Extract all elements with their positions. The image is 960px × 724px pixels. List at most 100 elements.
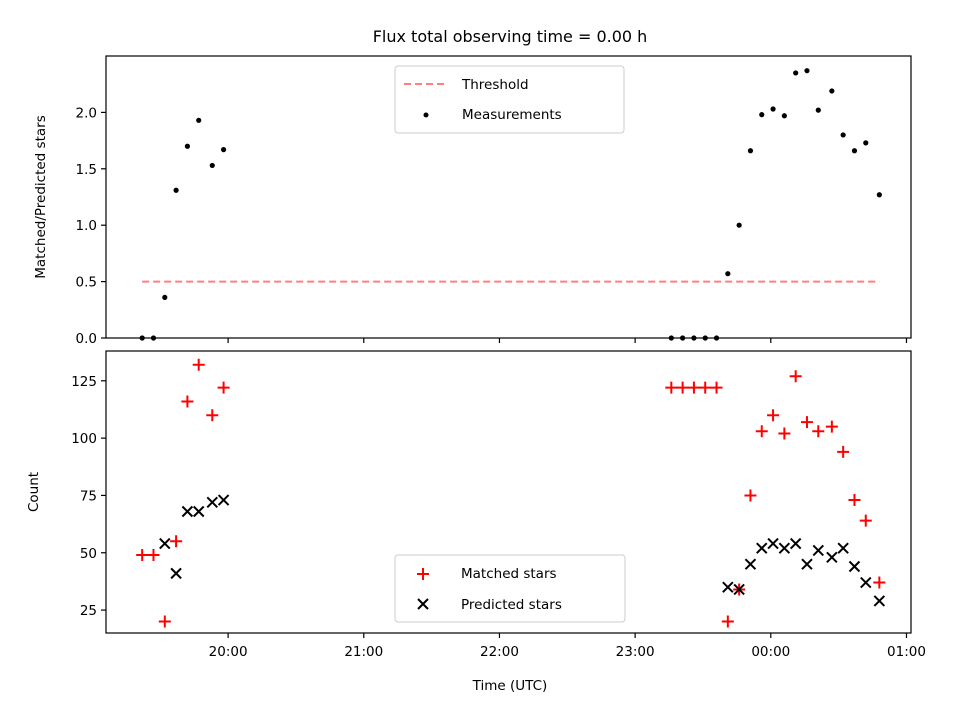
- measurement-point: [184, 143, 191, 149]
- count-y-tick-label: 100: [71, 431, 97, 447]
- x-tick-label: 01:00: [887, 644, 926, 660]
- predicted-star-point: [801, 558, 813, 570]
- measurement-point: [804, 68, 810, 74]
- matched-star-point: [181, 395, 194, 408]
- measurements-layer: [139, 68, 882, 341]
- matched-legend-marker: [417, 568, 429, 580]
- x-tick-label: 22:00: [480, 644, 519, 660]
- measurement-point: [196, 117, 202, 123]
- x-axis-label: Time (UTC): [472, 678, 548, 694]
- ratio-axes: 0.0 0.5 1.0 1.5 2.0: [76, 105, 908, 347]
- matched-star-point: [687, 381, 700, 394]
- matched-star-point: [170, 535, 183, 548]
- matched-star-point: [778, 427, 791, 440]
- predicted-star-point: [159, 537, 171, 550]
- threshold-legend-label: Threshold: [461, 77, 529, 93]
- measurement-point: [863, 140, 869, 146]
- matched-star-point: [800, 416, 813, 429]
- matched-star-point: [837, 445, 850, 458]
- measurements-legend-label: Measurements: [462, 107, 562, 123]
- matched-star-point: [767, 409, 780, 422]
- measurement-point: [781, 113, 787, 119]
- predicted-star-point: [193, 505, 205, 518]
- matched-star-point: [676, 381, 689, 394]
- measurement-point: [759, 112, 765, 118]
- predicted-star-point: [812, 544, 824, 557]
- matched-star-point: [192, 358, 205, 371]
- matched-star-point: [699, 381, 712, 394]
- ratio-y-tick-label: 1.5: [76, 162, 97, 178]
- predicted-star-point: [848, 560, 861, 573]
- x-tick-label: 20:00: [209, 644, 248, 660]
- measurement-point: [209, 162, 215, 169]
- matched-star-point: [665, 381, 678, 394]
- x-tick-label: 00:00: [751, 644, 790, 660]
- ratio-plot-frame: [105, 55, 912, 339]
- measurement-point: [725, 271, 731, 277]
- measurements-legend-marker: [423, 112, 429, 118]
- predicted-star-point: [217, 494, 230, 506]
- predicted-star-point: [744, 558, 757, 570]
- predicted-star-point: [756, 542, 768, 554]
- predicted-star-point: [206, 496, 218, 509]
- matched-star-point: [825, 420, 838, 433]
- matched-star-point: [859, 514, 872, 527]
- predicted-star-point: [722, 581, 734, 593]
- measurement-point: [736, 222, 742, 228]
- ratio-legend: Threshold Measurements: [394, 65, 625, 134]
- predicted-star-point: [170, 567, 182, 580]
- matched-star-point: [206, 409, 219, 422]
- count-y-tick-label: 50: [80, 546, 97, 562]
- x-tick-label: 23:00: [616, 644, 655, 660]
- measurement-point: [770, 106, 776, 112]
- measurement-point: [851, 148, 858, 154]
- measurement-point: [220, 147, 227, 153]
- measurement-point: [162, 294, 168, 300]
- matched-star-point: [812, 425, 825, 438]
- measurement-point: [747, 148, 754, 154]
- matched-star-point: [147, 549, 160, 562]
- matched-legend-label: Matched stars: [461, 566, 557, 582]
- matched-star-point: [136, 549, 149, 562]
- count-y-axis-label: Count: [26, 472, 42, 512]
- predicted-star-point: [767, 537, 779, 550]
- matched-stars-layer: [136, 358, 886, 628]
- count-legend: Matched stars Predicted stars: [394, 554, 626, 623]
- count-y-tick-label: 125: [71, 374, 97, 390]
- ratio-y-tick-label: 1.0: [76, 218, 97, 234]
- matched-star-point: [217, 381, 230, 394]
- measurement-point: [876, 192, 882, 198]
- ratio-y-tick-label: 0.5: [76, 275, 97, 291]
- predicted-legend-label: Predicted stars: [461, 597, 562, 613]
- predicted-star-point: [181, 505, 194, 518]
- ratio-panel: 0.00.51.01.52.0 Matched/Predicted stars …: [33, 55, 912, 347]
- matched-star-point: [744, 489, 757, 502]
- count-axes: 20:00 21:00 22:00 23:00 00:00 01:00 25 50 75 100 1…: [71, 374, 926, 660]
- measurement-point: [829, 88, 835, 94]
- ratio-y-axis-label: Matched/Predicted stars: [33, 115, 49, 278]
- ratio-y-tick-label: 0.0: [76, 331, 97, 347]
- matched-star-point: [721, 615, 734, 628]
- predicted-star-point: [789, 537, 802, 550]
- predicted-star-point: [873, 595, 886, 607]
- count-plot-frame: [105, 350, 912, 634]
- count-legend-box: [394, 554, 626, 623]
- count-y-tick-label: 75: [80, 488, 97, 504]
- count-y-tick-label: 25: [80, 603, 97, 619]
- x-tick-label: 21:00: [344, 644, 383, 660]
- predicted-star-point: [826, 551, 838, 564]
- measurement-point: [815, 107, 821, 113]
- predicted-star-point: [733, 583, 745, 596]
- predicted-stars-layer: [159, 494, 886, 607]
- matched-star-point: [710, 381, 723, 394]
- predicted-star-point: [860, 576, 872, 589]
- matched-star-point: [848, 494, 861, 507]
- predicted-legend-marker: [417, 598, 429, 610]
- matched-star-point: [755, 425, 768, 438]
- matched-star-point: [158, 615, 171, 628]
- measurement-point: [840, 132, 846, 138]
- measurement-point: [793, 70, 799, 76]
- predicted-star-point: [837, 542, 849, 554]
- matched-star-point: [789, 370, 802, 383]
